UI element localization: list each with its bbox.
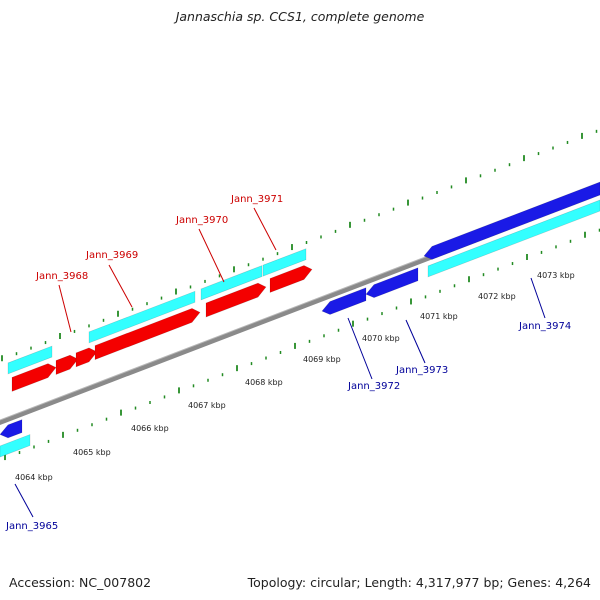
gene-leader-line <box>14 483 34 518</box>
forward-gene-arrow <box>205 282 267 318</box>
gene-leader-line <box>347 317 373 380</box>
reverse-gene-arrow <box>423 181 600 260</box>
scale-label: 4070 kbp <box>362 334 400 343</box>
scale-label: 4067 kbp <box>188 401 226 410</box>
gene-label: Jann_3973 <box>395 365 448 376</box>
gene-label: Jann_3965 <box>5 521 58 532</box>
gene-label: Jann_3969 <box>85 250 138 261</box>
gene-label: Jann_3974 <box>518 321 571 332</box>
cds-bar <box>427 199 600 278</box>
forward-gene-arrow <box>11 363 57 392</box>
gene-leader-line <box>198 228 225 283</box>
accession-label: Accession: NC_007802 <box>9 575 152 590</box>
cds-bar <box>262 248 307 277</box>
gene-label: Jann_3968 <box>35 271 88 282</box>
cds-bar <box>0 434 31 458</box>
map-title: Jannaschia sp. CCS1, complete genome <box>175 9 425 24</box>
gene-leader-line <box>530 277 546 319</box>
gene-leader-line <box>108 264 133 308</box>
scale-label: 4069 kbp <box>303 355 341 364</box>
scale-label: 4065 kbp <box>73 448 111 457</box>
forward-gene-arrow <box>55 354 79 375</box>
gene-label: Jann_3972 <box>347 381 400 392</box>
scale-label: 4071 kbp <box>420 312 458 321</box>
gene-leader-line <box>58 284 72 333</box>
cds-bar <box>88 290 196 344</box>
reverse-gene-arrow <box>365 267 419 298</box>
forward-gene-arrow <box>94 308 201 361</box>
gene-label: Jann_3970 <box>175 215 228 226</box>
forward-gene-arrow <box>269 265 313 293</box>
genome-stats: Topology: circular; Length: 4,317,977 bp… <box>247 575 591 590</box>
gene-leader-line <box>253 207 277 251</box>
scale-label: 4073 kbp <box>537 271 575 280</box>
scale-label: 4064 kbp <box>15 473 53 482</box>
cds-bar <box>7 345 53 375</box>
scale-label: 4072 kbp <box>478 292 516 301</box>
reverse-gene-arrow <box>0 419 23 439</box>
scale-label: 4066 kbp <box>131 424 169 433</box>
cds-bar <box>200 265 263 301</box>
gene-leader-line <box>405 319 426 364</box>
gene-label: Jann_3971 <box>230 194 283 205</box>
scale-label: 4068 kbp <box>245 378 283 387</box>
forward-gene-arrow <box>75 347 98 368</box>
